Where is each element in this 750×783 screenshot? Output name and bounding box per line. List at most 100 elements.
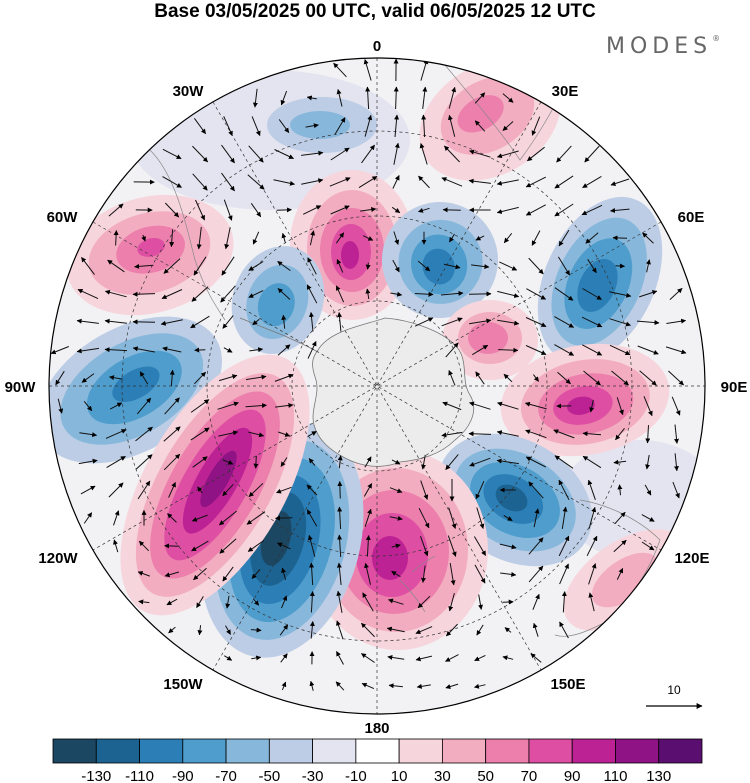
- wind-vector: [530, 653, 542, 663]
- colorbar-tick-label: -110: [125, 768, 154, 783]
- wind-vector: [448, 86, 457, 109]
- wind-vector: [475, 480, 485, 500]
- wind-vector: [221, 144, 235, 164]
- antarctica-outline: [312, 317, 475, 467]
- wind-vector: [307, 257, 317, 275]
- colorbar-tick-label: -90: [172, 768, 194, 783]
- wind-vector: [307, 340, 317, 359]
- wind-vector: [471, 264, 490, 270]
- wind-vector: [163, 258, 181, 274]
- wind-vector: [362, 592, 374, 612]
- wind-vector: [496, 430, 519, 437]
- colorbar-tick-label: 110: [604, 768, 628, 783]
- wind-vector: [81, 257, 95, 275]
- wind-vector: [280, 457, 288, 467]
- wind-vector: [503, 514, 513, 522]
- wind-vector: [414, 317, 434, 327]
- wind-vector: [302, 205, 322, 215]
- wind-vector: [278, 119, 290, 134]
- wind-vector: [582, 344, 603, 356]
- wind-vector: [197, 486, 203, 494]
- wind-vector: [277, 344, 291, 356]
- wind-vector: [251, 569, 261, 579]
- wind-vector: [274, 373, 294, 382]
- wind-vector: [334, 117, 346, 135]
- wind-vector: [558, 535, 570, 557]
- wind-vector: [673, 453, 679, 472]
- wind-vector: [588, 563, 597, 585]
- lon-label-120e: 120E: [674, 550, 709, 567]
- wind-vector: [422, 86, 428, 109]
- wind-vector: [309, 591, 315, 613]
- wind-vector: [666, 318, 687, 324]
- wind-vector: [588, 506, 597, 529]
- wind-vector: [446, 623, 458, 637]
- wind-vector: [306, 484, 318, 496]
- wind-vector: [416, 683, 431, 689]
- wind-vector: [253, 455, 259, 469]
- wind-vector: [472, 344, 489, 356]
- wind-vector: [277, 288, 291, 300]
- wind-vector: [160, 319, 183, 326]
- wind-vector: [191, 540, 209, 552]
- wind-vector: [139, 371, 149, 385]
- wind-vector: [222, 315, 234, 329]
- wind-vector: [475, 235, 485, 241]
- wind-vector: [363, 483, 373, 497]
- wind-vector: [364, 562, 371, 585]
- wind-vector: [281, 232, 287, 243]
- wind-vector: [503, 232, 513, 244]
- lon-label-30w: 30W: [173, 83, 205, 100]
- wind-vector: [309, 230, 316, 246]
- wind-vector: [167, 513, 177, 523]
- wind-vector: [388, 598, 404, 605]
- wind-vector: [221, 256, 235, 276]
- wind-vector: [554, 455, 574, 469]
- south-america-outline: [149, 149, 226, 321]
- wind-vector: [196, 227, 202, 250]
- colorbar-swatch: [355, 738, 400, 764]
- wind-vector: [417, 260, 431, 272]
- wind-vector: [55, 370, 65, 386]
- wind-vector: [496, 206, 519, 214]
- wind-vector: [218, 430, 239, 437]
- wind-vector: [496, 179, 519, 186]
- wind-vector: [193, 567, 207, 581]
- wind-vector: [528, 537, 544, 555]
- wind-vector: [337, 534, 343, 558]
- wind-vector: [585, 232, 599, 244]
- colorbar-swatch: [52, 738, 97, 764]
- wind-vector: [669, 288, 683, 300]
- wind-vector: [639, 370, 657, 386]
- wind-vector: [137, 480, 151, 500]
- wind-vector: [281, 595, 288, 609]
- wind-vector: [504, 627, 512, 633]
- wind-vector: [77, 288, 99, 300]
- brand-registered-mark: ®: [712, 34, 721, 43]
- wind-vector: [581, 316, 603, 328]
- wind-vector: [616, 397, 624, 416]
- reference-vector-label: 10: [667, 683, 681, 697]
- wind-vector: [528, 257, 544, 275]
- colorbar-tick-label: -50: [258, 768, 280, 783]
- wind-vector: [190, 399, 210, 413]
- wind-vector: [475, 371, 485, 385]
- wind-vector: [388, 683, 403, 689]
- wind-vector: [672, 481, 680, 499]
- wind-vector: [392, 259, 400, 273]
- wind-vector: [109, 375, 123, 381]
- wind-vector: [336, 89, 343, 107]
- wind-vector-field: [50, 58, 687, 691]
- wind-vector: [336, 590, 343, 613]
- wind-vector: [225, 595, 231, 609]
- wind-vector: [447, 535, 457, 557]
- wind-vector: [113, 230, 119, 246]
- wind-vector: [561, 506, 568, 529]
- map-title: Base 03/05/2025 00 UTC, valid 06/05/2025…: [154, 1, 596, 22]
- wind-vector: [502, 93, 514, 103]
- wind-vector: [222, 566, 234, 582]
- wind-vector: [641, 514, 655, 522]
- colorbar-tick-label: -10: [345, 768, 367, 783]
- wind-vector: [224, 655, 233, 661]
